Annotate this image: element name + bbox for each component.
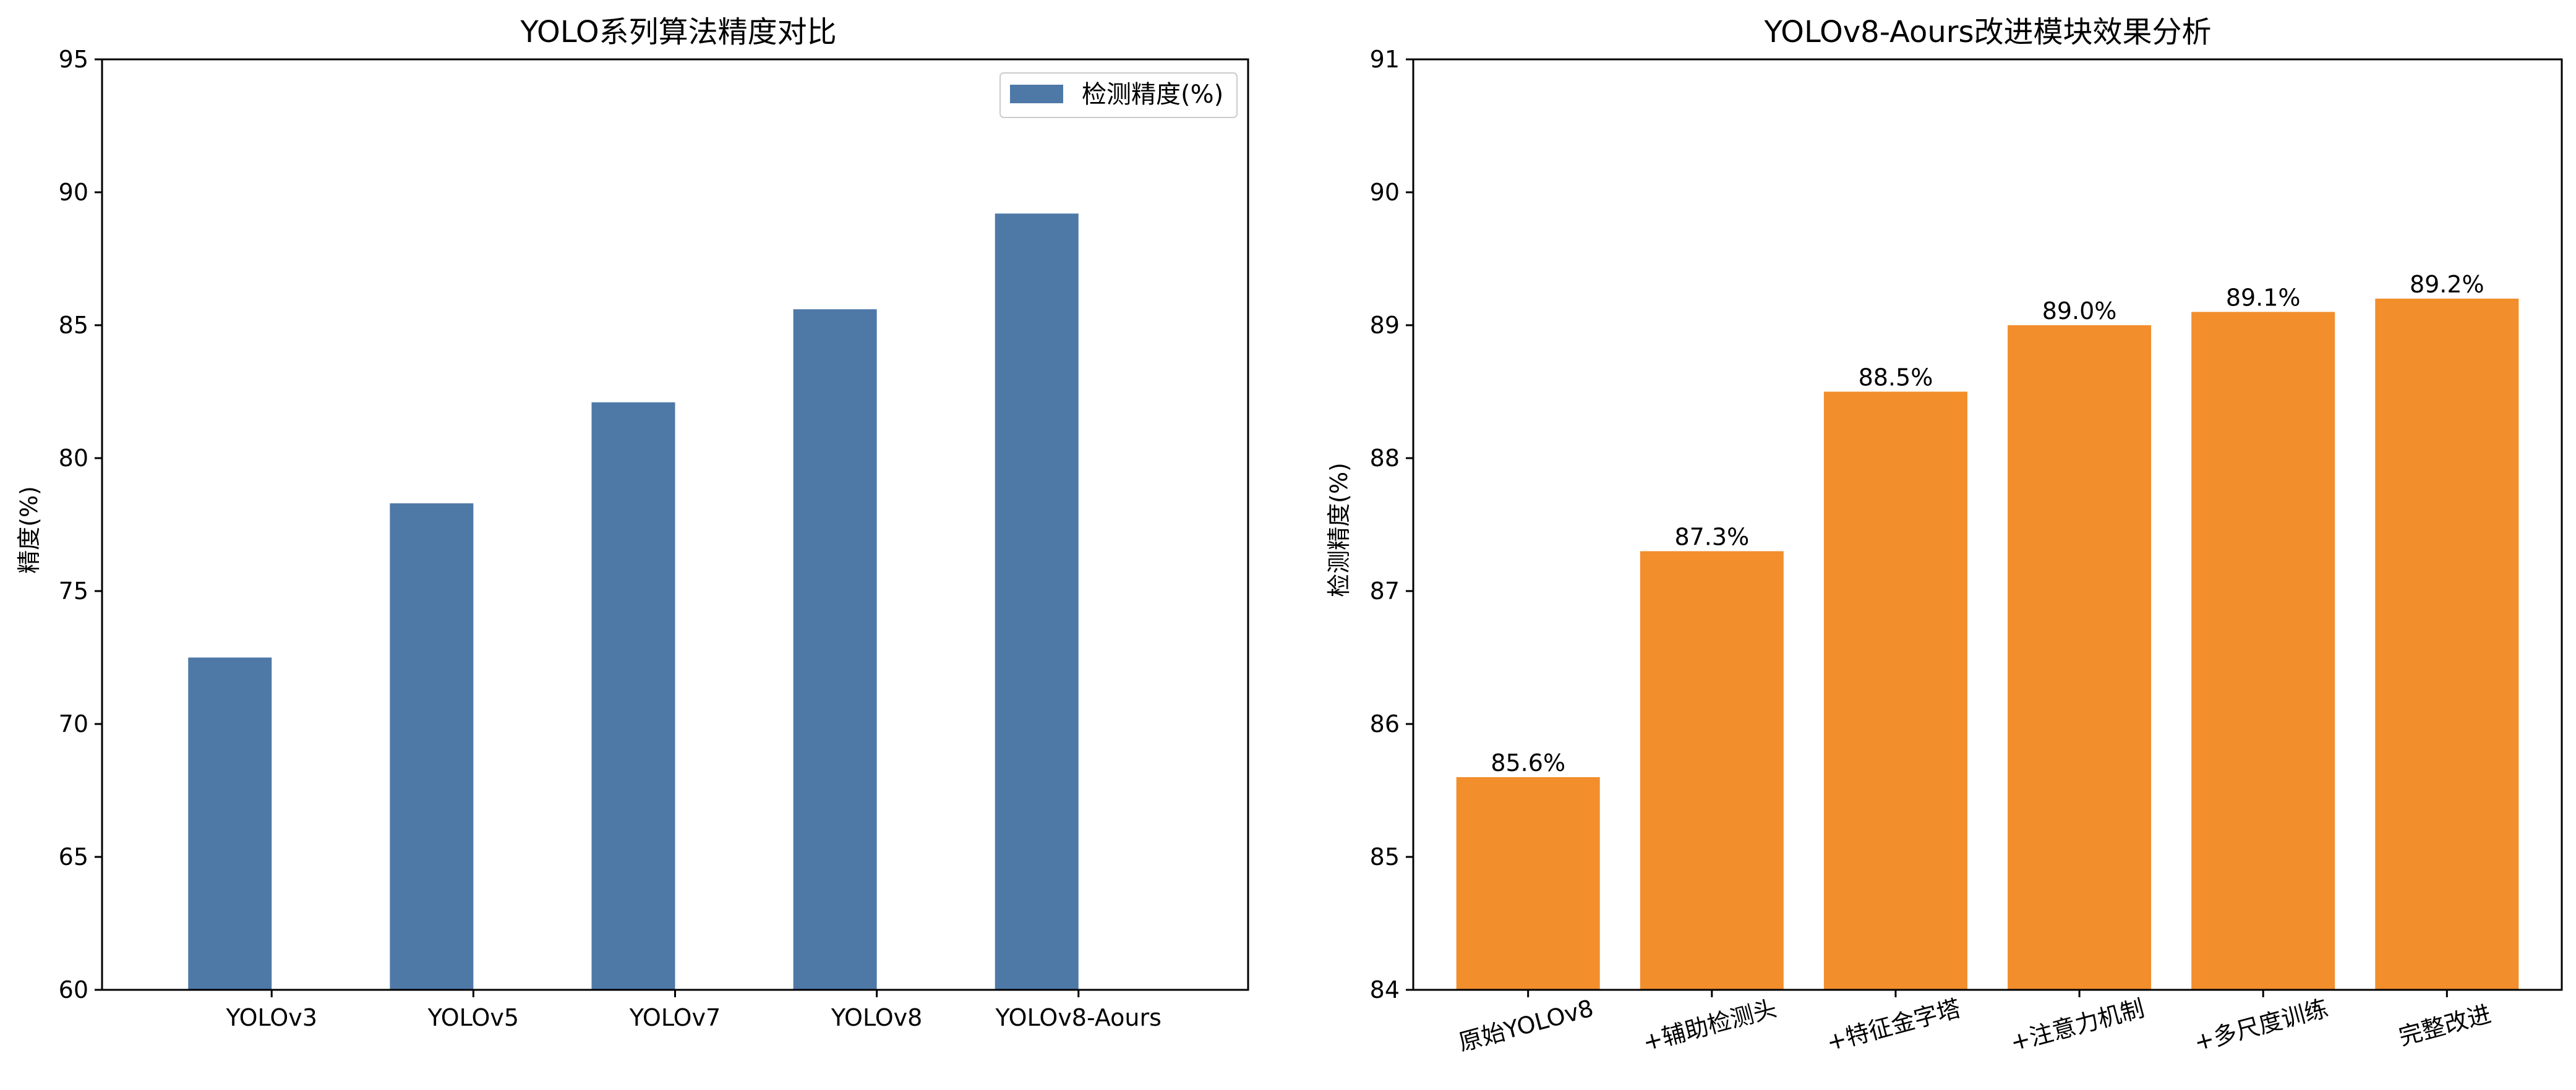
x-tick-label: +注意力机制 — [2008, 994, 2147, 1056]
bar-YOLOv8-Aours — [995, 213, 1079, 990]
data-label: 87.3% — [1674, 524, 1749, 551]
right-chart-panel: YOLOv8-Aours改进模块效果分析 检测精度(%) 84858687888… — [1325, 15, 2563, 1057]
right-x-ticks: 原始YOLOv8 +辅助检测头 +特征金字塔 +注意力机制 +多尺度训练 完整改进 — [1456, 990, 2494, 1057]
right-plot-frame — [1412, 58, 2563, 991]
left-x-ticks: YOLOv3 YOLOv5 YOLOv7 YOLOv8 YOLOv8-Aours — [226, 990, 1162, 1031]
y-tick-label: 70 — [59, 710, 88, 738]
left-y-axis-label: 精度(%) — [15, 486, 43, 574]
x-tick-label: YOLOv8 — [831, 1004, 922, 1031]
legend-label: 检测精度(%) — [1082, 80, 1223, 109]
left-chart-title: YOLO系列算法精度对比 — [520, 15, 836, 49]
right-data-labels: 85.6% 87.3% 88.5% 89.0% 89.1% 89.2% — [1491, 271, 2484, 777]
y-tick-label: 86 — [1370, 710, 1400, 738]
legend-swatch — [1010, 85, 1063, 103]
bar-原始YOLOv8 — [1456, 777, 1600, 990]
left-bars — [188, 213, 1079, 990]
data-label: 89.2% — [2410, 271, 2484, 298]
right-bars — [1456, 299, 2519, 990]
x-tick-label: YOLOv8-Aours — [995, 1004, 1162, 1031]
x-tick-label: +特征金字塔 — [1824, 994, 1964, 1056]
legend: 检测精度(%) — [999, 72, 1238, 118]
y-tick-label: 65 — [59, 843, 88, 871]
bar-+注意力机制 — [2008, 325, 2152, 990]
bar-YOLOv8 — [793, 309, 877, 990]
x-tick-label: YOLOv3 — [226, 1004, 317, 1031]
bar-YOLOv3 — [188, 657, 272, 990]
left-y-ticks: 60 65 70 75 80 85 90 95 — [59, 46, 102, 1003]
y-tick-label: 60 — [59, 976, 88, 1003]
bar-+多尺度训练 — [2191, 312, 2335, 990]
x-tick-label: +多尺度训练 — [2191, 994, 2331, 1056]
right-chart-title: YOLOv8-Aours改进模块效果分析 — [1763, 15, 2211, 49]
right-y-ticks: 84 85 86 87 88 89 90 91 — [1370, 46, 1413, 1003]
x-tick-label: YOLOv5 — [427, 1004, 519, 1031]
bar-+特征金字塔 — [1823, 391, 1967, 990]
y-tick-label: 95 — [59, 46, 88, 73]
x-tick-label: 原始YOLOv8 — [1456, 994, 1596, 1056]
y-tick-label: 91 — [1370, 46, 1400, 73]
y-tick-label: 75 — [59, 577, 88, 605]
data-label: 88.5% — [1859, 364, 1933, 391]
y-tick-label: 90 — [59, 179, 88, 206]
bar-YOLOv7 — [591, 402, 675, 990]
right-y-axis-label: 检测精度(%) — [1325, 462, 1353, 597]
y-tick-label: 85 — [59, 312, 88, 339]
left-chart-panel: YOLO系列算法精度对比 精度(%) 60 65 70 75 80 85 90 95 YOLO… — [15, 15, 1249, 1031]
left-plot-frame — [101, 58, 1249, 991]
x-tick-label: YOLOv7 — [629, 1004, 721, 1031]
y-tick-label: 87 — [1370, 577, 1400, 605]
bar-YOLOv5 — [390, 503, 474, 990]
data-label: 89.1% — [2226, 284, 2301, 312]
x-tick-label: 完整改进 — [2396, 1000, 2494, 1051]
data-label: 85.6% — [1491, 749, 1565, 777]
y-tick-label: 85 — [1370, 843, 1400, 871]
bar-完整改进 — [2375, 299, 2519, 990]
y-tick-label: 88 — [1370, 445, 1400, 472]
y-tick-label: 89 — [1370, 312, 1400, 339]
y-tick-label: 90 — [1370, 179, 1400, 206]
x-tick-label: +辅助检测头 — [1640, 994, 1780, 1056]
bar-+辅助检测头 — [1640, 551, 1784, 990]
legend-box — [999, 72, 1238, 118]
data-label: 89.0% — [2042, 297, 2117, 325]
y-tick-label: 80 — [59, 445, 88, 472]
y-tick-label: 84 — [1370, 976, 1400, 1003]
